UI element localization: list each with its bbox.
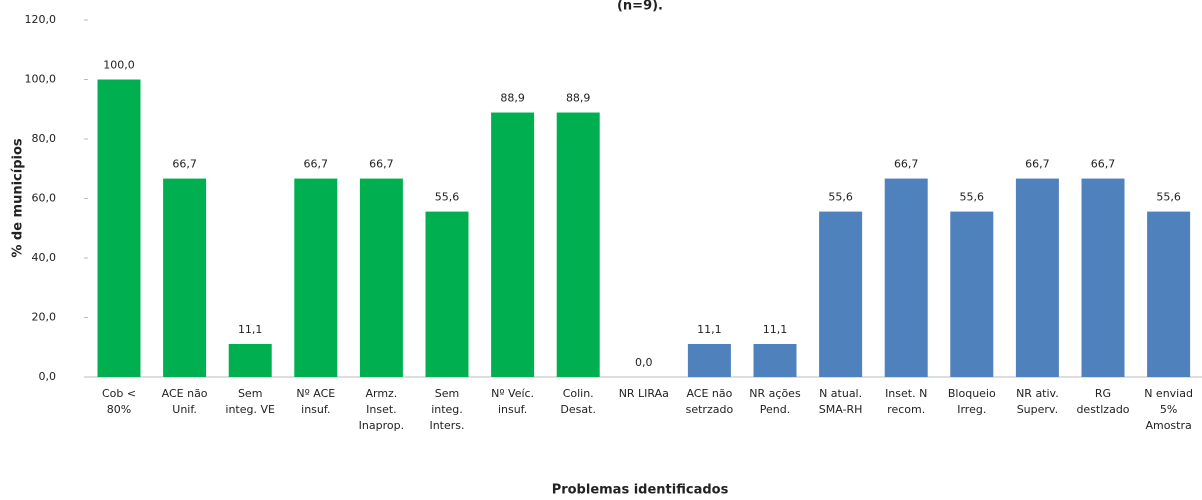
bar: [163, 178, 207, 377]
y-tick-label: 60,0: [32, 192, 57, 205]
x-axis-label: Problemas identificados: [552, 483, 729, 498]
y-tick-label: 20,0: [32, 311, 57, 324]
bar: [819, 211, 863, 377]
value-label: 11,1: [697, 323, 722, 336]
bar: [228, 343, 272, 377]
y-axis-label: % de municípios: [11, 138, 26, 258]
y-tick-label: 120,0: [25, 13, 57, 26]
value-label: 66,7: [172, 158, 197, 171]
x-tick-label: NR ações Pend.: [749, 387, 801, 416]
value-label: 66,7: [1091, 158, 1116, 171]
value-label: 66,7: [894, 158, 919, 171]
bar: [556, 112, 600, 378]
value-label: 11,1: [763, 323, 788, 336]
y-tick-label: 80,0: [32, 132, 57, 145]
x-tick-label: Colin. Desat.: [560, 387, 596, 416]
x-tick-label: Armz. Inset. Inaprop.: [359, 387, 404, 432]
bar: [425, 211, 469, 377]
x-tick-label: ACE não setrzado: [686, 387, 734, 416]
x-tick-label: N atual. SMA-RH: [819, 387, 863, 416]
value-label: 66,7: [369, 158, 394, 171]
bar: [753, 343, 797, 377]
x-tick-label: N enviad 5% Amostra: [1144, 387, 1193, 432]
value-label: 55,6: [828, 191, 853, 204]
x-tick-label: ACE não Unif.: [162, 387, 208, 416]
x-tick-label: Nº ACE insuf.: [296, 387, 335, 416]
value-label: 55,6: [960, 191, 985, 204]
x-tick-label: Bloqueio Irreg.: [948, 387, 996, 416]
value-label: 88,9: [500, 92, 525, 105]
x-tick-label: Cob <80%: [102, 387, 136, 416]
bar: [950, 211, 994, 377]
value-label: 55,6: [435, 191, 460, 204]
value-label: 55,6: [1156, 191, 1181, 204]
bar: [359, 178, 403, 377]
x-tick-label: Sem integ. Inters.: [429, 387, 464, 432]
value-label: 66,7: [1025, 158, 1050, 171]
bar: [1015, 178, 1059, 377]
x-tick-label: Nº Veíc. insuf.: [491, 387, 534, 416]
chart-title: (n=9).: [617, 0, 663, 14]
bar: [884, 178, 928, 377]
bar: [1147, 211, 1191, 377]
x-tick-label: NR ativ. Superv.: [1016, 387, 1059, 416]
y-tick-label: 40,0: [32, 251, 57, 264]
y-tick-label: 100,0: [25, 73, 57, 86]
bar: [1081, 178, 1125, 377]
value-label: 100,0: [103, 59, 135, 72]
value-label: 11,1: [238, 323, 263, 336]
value-label: 66,7: [304, 158, 329, 171]
value-label: 88,9: [566, 92, 591, 105]
bar: [687, 343, 731, 377]
value-label: 0,0: [635, 356, 653, 369]
x-tick-label: NR LIRAa: [619, 387, 669, 400]
bar: [294, 178, 338, 377]
x-tick-label: RG destlzado: [1076, 387, 1129, 416]
y-tick-label: 0,0: [39, 370, 57, 383]
bar: [97, 79, 141, 377]
bar: [491, 112, 535, 378]
x-tick-label: Sem integ. VE: [225, 387, 275, 416]
